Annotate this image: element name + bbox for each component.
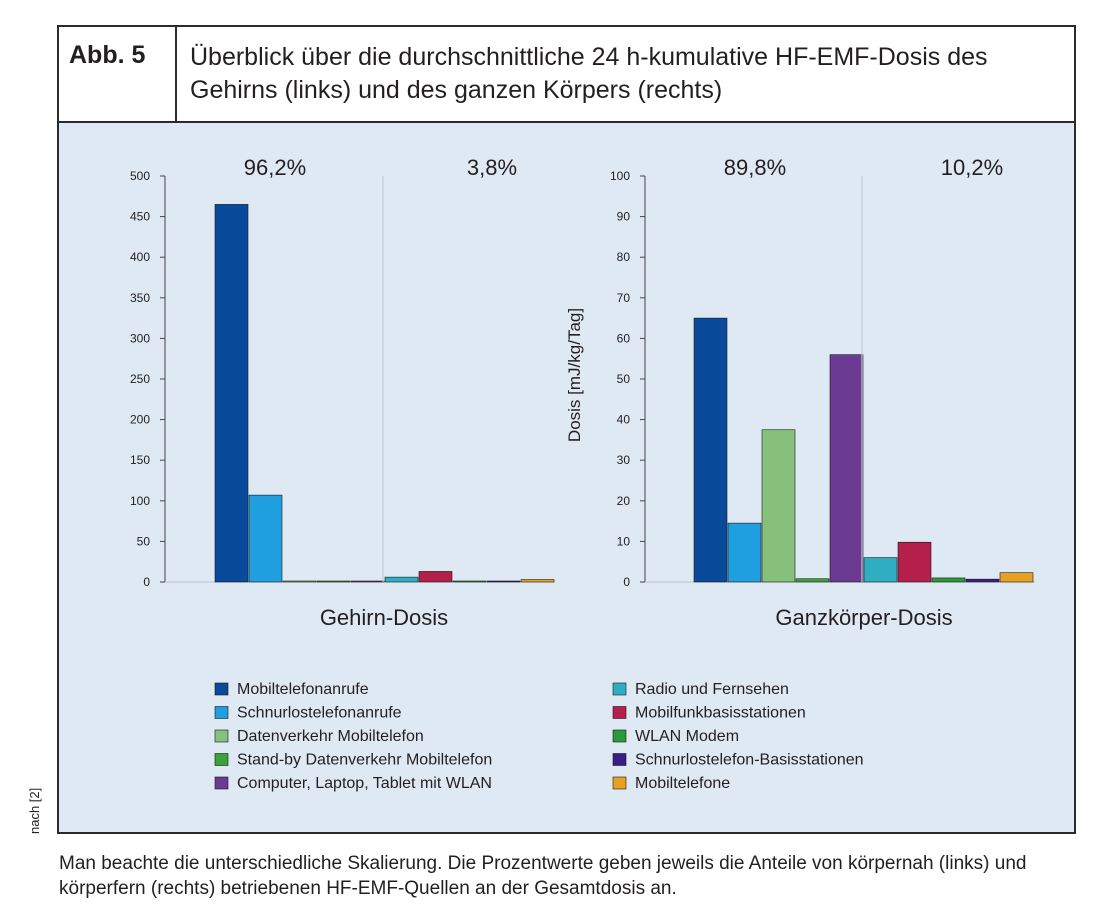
y-tick-label: 0 (623, 575, 630, 589)
figure-label: Abb. 5 (59, 27, 177, 121)
percent-label: 3,8% (467, 155, 517, 180)
source-note: nach [2] (27, 788, 42, 834)
bar-8 (931, 577, 966, 583)
y-tick-label: 300 (130, 331, 150, 345)
legend-label: Mobiltelefonanrufe (237, 681, 369, 698)
y-axis-title: Dosis [mJ/kg/Tag] (565, 308, 584, 442)
y-tick-label: 150 (130, 453, 150, 467)
legend-swatch (214, 682, 229, 696)
y-tick-label: 30 (617, 453, 631, 467)
legend-swatch (612, 753, 627, 766)
y-tick-label: 0 (143, 575, 150, 589)
bar-4 (795, 578, 830, 583)
bar-9 (965, 578, 1000, 583)
bar-7 (897, 541, 932, 583)
legend-label: Schnurlostelefon-Basisstationen (635, 752, 864, 769)
figure-title: Überblick über die durchschnittliche 24 … (190, 43, 988, 104)
y-tick-label: 250 (130, 372, 150, 386)
y-tick-label: 400 (130, 250, 150, 264)
y-tick-label: 100 (610, 169, 630, 183)
y-tick-label: 80 (617, 250, 631, 264)
bar-3 (282, 580, 317, 583)
bar-3 (761, 429, 796, 583)
y-tick-label: 50 (617, 372, 631, 386)
bar-1 (214, 204, 249, 583)
whole-body-dose-chart: 0 10 20 30 40 50 60 70 80 90 100 89,8% 10,2% Ganzkörp… (565, 155, 1035, 630)
bar-2 (248, 494, 283, 583)
x-axis-title: Gehirn-Dosis (320, 605, 448, 630)
y-tick-label: 350 (130, 291, 150, 305)
y-tick-label: 90 (617, 210, 631, 224)
legend-swatch (612, 706, 627, 719)
y-tick-label: 200 (130, 413, 150, 427)
legend-label: Mobilfunkbasisstationen (635, 705, 806, 722)
figure-frame: Abb. 5 Überblick über die durchschnittli… (57, 25, 1076, 834)
y-tick-label: 60 (617, 331, 631, 345)
bar-4 (316, 580, 351, 583)
legend-swatch (214, 729, 229, 743)
bar-6 (384, 576, 419, 583)
y-tick-label: 70 (617, 291, 631, 305)
figure-caption: Man beachte die unterschiedliche Skalier… (59, 853, 1027, 899)
bar-10 (520, 579, 555, 583)
legend-swatch (612, 729, 627, 743)
bar-8 (452, 580, 487, 583)
bar-5 (829, 354, 864, 583)
legend-swatch (612, 682, 627, 696)
percent-label: 96,2% (244, 155, 306, 180)
bar-1 (693, 317, 728, 583)
brain-dose-chart: 0 50 100 150 200 250 300 350 400 450 500 96,2% 3,8% G… (130, 155, 555, 630)
x-axis-title: Ganzkörper-Dosis (775, 605, 952, 630)
bar-9 (486, 580, 521, 583)
legend-label: Stand-by Datenverkehr Mobiltelefon (237, 752, 492, 769)
legend: Mobiltelefonanrufe Schnurlostelefonanrufe… (214, 681, 864, 792)
legend-label: Datenverkehr Mobiltelefon (237, 728, 424, 745)
figure-header: Abb. 5 Überblick über die durchschnittli… (59, 27, 1074, 123)
bar-7 (418, 571, 453, 583)
y-tick-label: 100 (130, 494, 150, 508)
percent-label: 10,2% (941, 155, 1003, 180)
y-tick-label: 10 (617, 534, 631, 548)
y-tick-label: 450 (130, 210, 150, 224)
legend-swatch (214, 776, 229, 790)
bar-2 (727, 522, 762, 583)
bar-10 (999, 572, 1034, 583)
bar-5 (350, 580, 385, 583)
legend-swatch (214, 753, 229, 766)
y-tick-label: 50 (137, 534, 151, 548)
y-tick-label: 20 (617, 494, 631, 508)
legend-label: Schnurlostelefonanrufe (237, 705, 402, 722)
legend-label: Mobiltelefone (635, 775, 730, 792)
y-tick-label: 40 (617, 413, 631, 427)
legend-swatch (214, 706, 229, 719)
legend-swatch (612, 776, 627, 790)
legend-label: Computer, Laptop, Tablet mit WLAN (237, 775, 492, 792)
legend-label: WLAN Modem (635, 728, 739, 745)
bar-6 (863, 557, 898, 583)
y-tick-label: 500 (130, 169, 150, 183)
percent-label: 89,8% (724, 155, 786, 180)
legend-label: Radio und Fernsehen (635, 681, 789, 698)
